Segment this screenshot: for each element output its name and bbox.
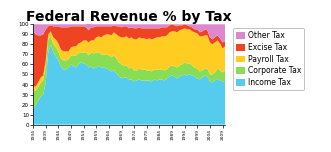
Title: Federal Revenue % by Tax: Federal Revenue % by Tax: [26, 10, 232, 24]
Legend: Other Tax, Excise Tax, Payroll Tax, Corporate Tax, Income Tax: Other Tax, Excise Tax, Payroll Tax, Corp…: [233, 28, 305, 90]
